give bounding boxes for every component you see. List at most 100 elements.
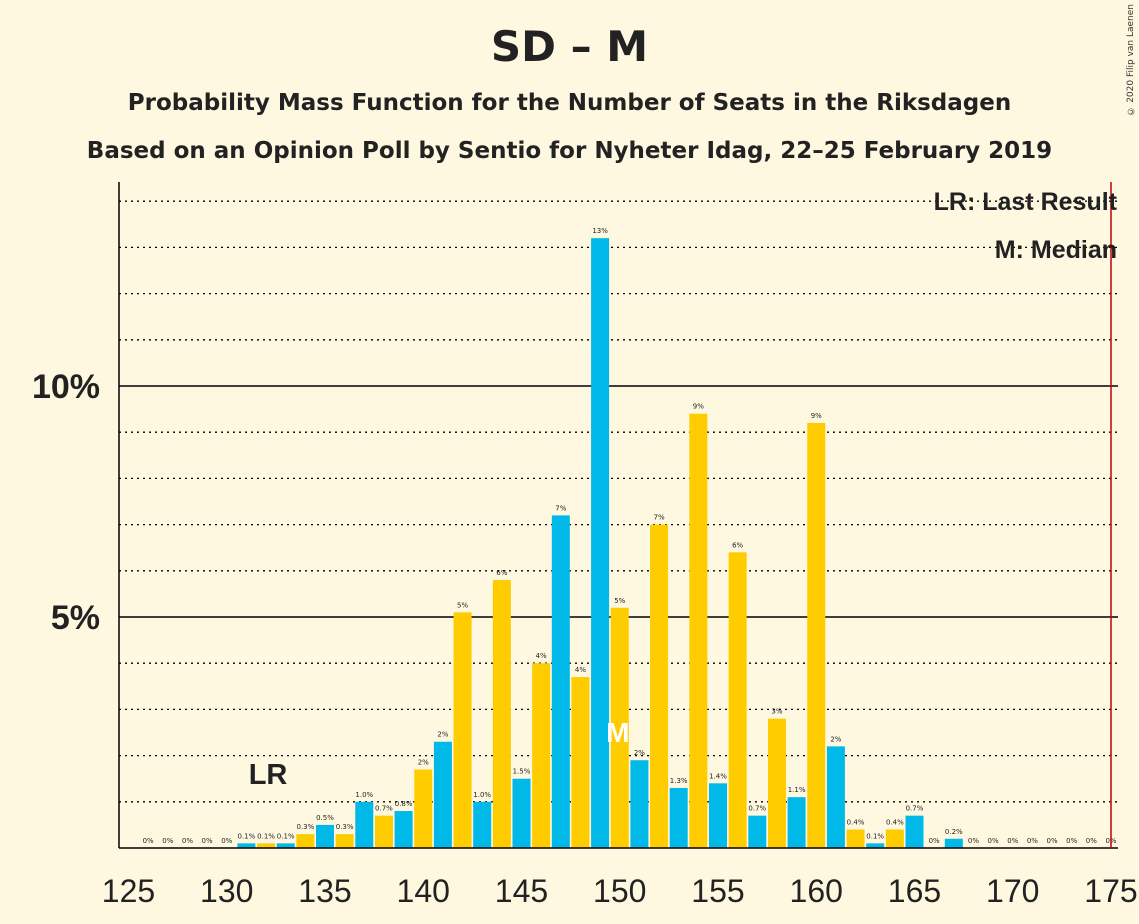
x-tick-label: 170 [986,873,1039,909]
bar-value-label: 0.1% [238,832,256,840]
bar-value-label: 0.2% [945,828,963,836]
last-result-marker: LR [249,759,288,791]
bar-value-label: 0% [968,837,979,845]
bar-value-label: 0.7% [748,805,766,813]
bar-value-label: 0% [162,837,173,845]
bar-value-label: 0.1% [866,832,884,840]
bar-152 [650,524,669,848]
bar-value-label: 0% [988,837,999,845]
legend-last-result: LR: Last Result [934,188,1118,216]
bar-146 [532,663,551,848]
bar-143 [473,801,492,848]
bar-138 [374,815,393,848]
x-tick-label: 130 [200,873,253,909]
bar-value-label: 0% [1046,837,1057,845]
bar-value-label: 0.7% [375,805,393,813]
bar-value-label: 1.3% [670,777,688,785]
x-tick-label: 135 [298,873,351,909]
y-tick-label: 5% [51,599,100,637]
bar-147 [551,515,570,848]
legend-median: M: Median [995,236,1117,264]
bar-value-label: 0% [221,837,232,845]
x-tick-label: 125 [102,873,155,909]
bar-137 [355,801,374,848]
median-marker: M [606,717,629,748]
bar-value-label: 0.4% [847,819,865,827]
bar-value-label: 9% [811,412,822,420]
bar-163 [866,843,885,848]
bar-value-label: 0.3% [336,823,354,831]
bar-162 [846,829,865,848]
bar-155 [709,783,727,848]
bar-139 [394,811,413,848]
chart-title: SD – M [490,22,649,71]
bar-135 [316,824,334,848]
bar-value-label: 0% [143,837,154,845]
bar-value-label: 4% [575,666,586,674]
bar-value-label: 0% [1086,837,1097,845]
bar-value-label: 0.7% [906,805,924,813]
bar-value-label: 0.8% [395,800,413,808]
bar-value-label: 9% [693,403,704,411]
bar-131 [237,843,256,848]
bar-value-label: 2% [830,735,841,743]
chart-subtitle-1: Probability Mass Function for the Number… [127,90,1012,116]
bar-value-label: 5% [614,597,625,605]
bar-149 [591,238,610,848]
bar-value-label: 1.0% [355,791,373,799]
bar-value-label: 0% [1066,837,1077,845]
bar-140 [414,769,433,848]
chart-subtitle-2: Based on an Opinion Poll by Sentio for N… [86,138,1053,164]
bar-value-label: 1.5% [513,768,531,776]
x-tick-label: 150 [593,873,646,909]
x-tick-label: 155 [691,873,744,909]
bar-134 [296,834,315,848]
bar-value-label: 0.1% [257,832,275,840]
bar-156 [728,552,747,848]
bar-value-label: 2% [437,731,448,739]
bar-159 [787,797,806,848]
bar-150 [610,607,629,848]
bar-157 [748,815,767,848]
bar-value-label: 2% [418,758,429,766]
bar-value-label: 2% [634,749,645,757]
bar-value-label: 1.4% [709,772,727,780]
bar-136 [335,834,354,848]
bar-145 [512,778,531,848]
bar-value-label: 0% [182,837,193,845]
x-tick-label: 175 [1084,873,1137,909]
bar-value-label: 0.1% [277,832,295,840]
bar-151 [630,760,649,848]
bar-142 [453,612,472,848]
x-tick-label: 160 [790,873,843,909]
bar-154 [689,413,708,848]
bar-value-label: 0% [1027,837,1038,845]
bar-161 [826,746,845,848]
bar-value-label: 3% [771,708,782,716]
bar-value-label: 6% [732,541,743,549]
x-tick-label: 140 [397,873,450,909]
bar-133 [276,843,295,848]
bar-value-label: 7% [555,504,566,512]
bar-160 [807,422,826,848]
bar-value-label: 6% [496,569,507,577]
bar-value-label: 0% [202,837,213,845]
bar-158 [767,718,786,848]
bar-value-label: 0% [929,837,940,845]
bar-141 [433,741,452,848]
x-tick-label: 145 [495,873,548,909]
bar-value-label: 13% [592,227,608,235]
bar-value-label: 0.3% [296,823,314,831]
bar-value-label: 0.5% [316,814,334,822]
bar-165 [905,815,924,848]
bar-value-label: 0% [1007,837,1018,845]
bar-value-label: 1.0% [473,791,491,799]
y-tick-label: 10% [32,368,100,406]
bar-value-label: 4% [536,652,547,660]
bar-value-label: 5% [457,601,468,609]
bar-148 [571,677,590,848]
bar-value-label: 1.1% [788,786,806,794]
bar-value-label: 7% [653,514,664,522]
bar-value-label: 0.4% [886,819,904,827]
